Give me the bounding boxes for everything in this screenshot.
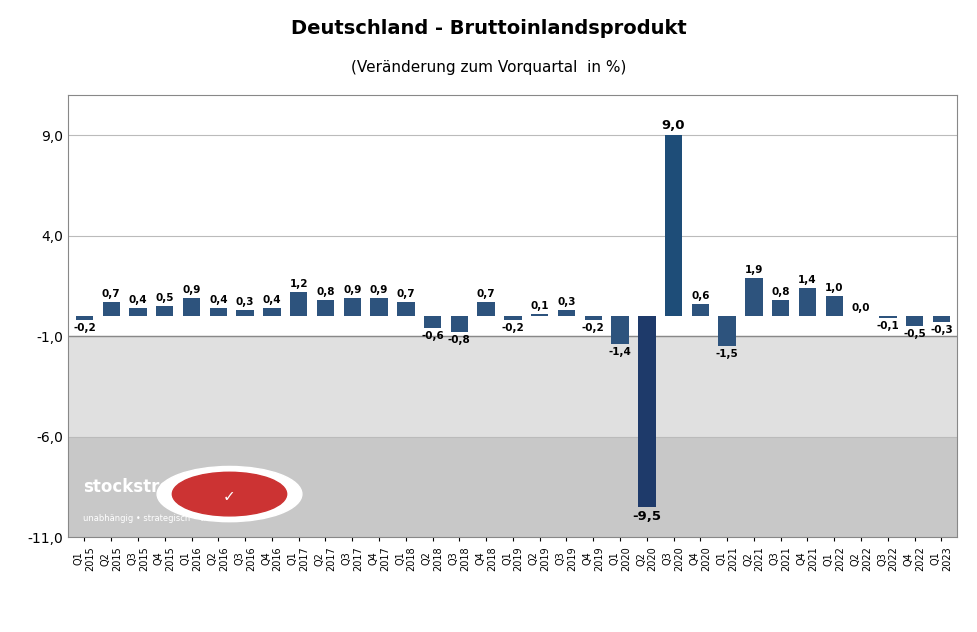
Text: (Veränderung zum Vorquartal  in %): (Veränderung zum Vorquartal in %) [351, 60, 626, 75]
Bar [68, 437, 957, 537]
Text: 0,1: 0,1 [531, 301, 549, 311]
Bar [826, 296, 843, 316]
Bar [933, 316, 950, 322]
Text: 0,6: 0,6 [691, 291, 709, 301]
Circle shape [172, 472, 286, 516]
Bar [424, 316, 442, 328]
Circle shape [157, 466, 302, 521]
Bar [906, 316, 923, 326]
Text: 0,9: 0,9 [183, 285, 200, 295]
Bar [344, 298, 361, 316]
Bar [879, 316, 897, 318]
Bar [263, 308, 280, 316]
Text: 0,3: 0,3 [557, 297, 575, 307]
Bar [612, 316, 629, 344]
Bar [129, 308, 147, 316]
Bar [68, 336, 957, 437]
Text: stockstreet.de: stockstreet.de [83, 478, 220, 495]
Bar [558, 310, 575, 316]
Text: ✓: ✓ [223, 489, 235, 504]
Text: unabhängig • strategisch • treffsicher: unabhängig • strategisch • treffsicher [83, 514, 243, 523]
Text: 0,4: 0,4 [129, 295, 148, 305]
Bar [317, 300, 334, 316]
Text: Deutschland - Bruttoinlandsprodukt: Deutschland - Bruttoinlandsprodukt [290, 19, 687, 38]
Bar [692, 304, 709, 316]
Text: -9,5: -9,5 [632, 510, 661, 523]
Text: 0,7: 0,7 [477, 289, 495, 299]
Text: -0,2: -0,2 [582, 323, 605, 333]
Bar [772, 300, 789, 316]
Text: 0,9: 0,9 [370, 285, 388, 295]
Text: -0,8: -0,8 [448, 335, 471, 345]
Bar [799, 288, 816, 316]
Text: 0,9: 0,9 [343, 285, 361, 295]
Bar [745, 278, 763, 316]
Bar [397, 302, 414, 316]
Text: 1,0: 1,0 [825, 283, 843, 293]
Bar [68, 95, 957, 336]
Text: 1,2: 1,2 [289, 279, 308, 289]
Text: -1,4: -1,4 [609, 347, 631, 357]
Bar [76, 316, 93, 320]
Bar [718, 316, 736, 346]
Bar [584, 316, 602, 320]
Text: -0,3: -0,3 [930, 325, 953, 335]
Text: 0,4: 0,4 [209, 295, 228, 305]
Text: 0,7: 0,7 [397, 289, 415, 299]
Text: -1,5: -1,5 [716, 349, 739, 359]
Text: 1,9: 1,9 [744, 265, 763, 275]
Text: -0,1: -0,1 [876, 321, 899, 331]
Bar [450, 316, 468, 332]
Text: 0,0: 0,0 [852, 303, 871, 313]
Text: 9,0: 9,0 [661, 119, 685, 132]
Bar [103, 302, 120, 316]
Bar [370, 298, 388, 316]
Text: -0,6: -0,6 [421, 331, 444, 341]
Bar [210, 308, 227, 316]
Text: 0,8: 0,8 [772, 287, 790, 297]
Bar [183, 298, 200, 316]
Bar [638, 316, 656, 507]
Bar [156, 306, 174, 316]
Text: -0,5: -0,5 [904, 329, 926, 339]
Text: 0,7: 0,7 [102, 289, 120, 299]
Bar [665, 135, 682, 316]
Text: 0,4: 0,4 [263, 295, 281, 305]
Text: 0,5: 0,5 [155, 293, 174, 303]
Bar [290, 292, 308, 316]
Bar [478, 302, 494, 316]
Bar [504, 316, 522, 320]
Text: 1,4: 1,4 [798, 275, 817, 285]
Text: -0,2: -0,2 [501, 323, 525, 333]
Text: -0,2: -0,2 [73, 323, 96, 333]
Text: 0,8: 0,8 [317, 287, 335, 297]
Bar [531, 314, 548, 316]
Bar [236, 310, 254, 316]
Text: 0,3: 0,3 [235, 297, 254, 307]
